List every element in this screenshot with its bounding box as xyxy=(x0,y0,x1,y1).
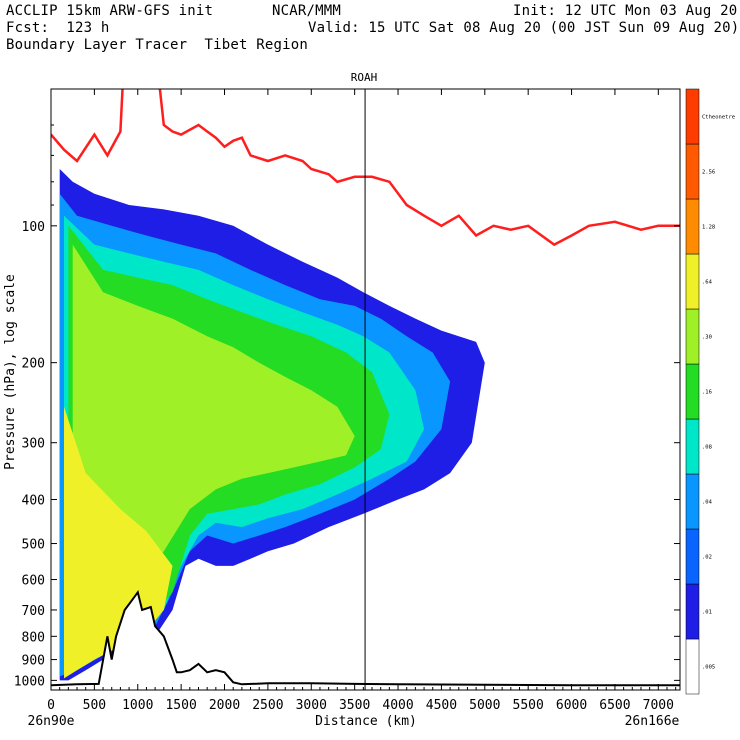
terrain-fill xyxy=(51,592,680,690)
header-line2-right: Valid: 15 UTC Sat 08 Aug 20 (00 JST Sun … xyxy=(308,20,740,36)
y-tick-label: 800 xyxy=(22,630,45,645)
y-axis: 100 200 300 400 500 600 700 800 900 1000 xyxy=(14,124,680,689)
terrain-layer xyxy=(51,589,680,690)
legend-swatch xyxy=(685,473,700,530)
x-tick-label: 6000 xyxy=(556,698,587,713)
x-tick-label: 1000 xyxy=(122,698,153,713)
chart-title: ROAH xyxy=(351,71,378,84)
x-left-label: 26n90e xyxy=(28,714,75,729)
legend-label: .08 xyxy=(702,445,712,451)
y-tick-label: 100 xyxy=(22,220,45,235)
tropopause-layer xyxy=(51,89,680,247)
x-right-label: 26n166e xyxy=(625,714,680,729)
legend-label: .30 xyxy=(702,335,712,341)
y-tick-label: 200 xyxy=(22,357,45,372)
legend-label: 2.56 xyxy=(702,170,715,176)
y-axis-label: Pressure (hPa), log scale xyxy=(3,274,18,470)
x-tick-label: 4500 xyxy=(426,698,457,713)
x-tick-label: 5500 xyxy=(513,698,544,713)
legend-label: .04 xyxy=(702,500,713,506)
legend-label: .02 xyxy=(702,555,712,561)
y-tick-label: 300 xyxy=(22,437,45,452)
legend-label: Ctheonetre xyxy=(702,115,735,121)
x-tick-label: 3500 xyxy=(339,698,370,713)
x-tick-label: 5000 xyxy=(469,698,500,713)
legend-swatch xyxy=(685,583,700,640)
legend-swatch xyxy=(685,418,700,475)
x-tick-label: 1500 xyxy=(165,698,196,713)
x-tick-label: 500 xyxy=(83,698,106,713)
legend-label: .16 xyxy=(702,390,712,396)
x-axis: 0 500 1000 1500 2000 2500 3000 3500 4000 4500 5000… xyxy=(47,89,677,713)
header-line3-left: Boundary Layer Tracer Tibet Region xyxy=(6,37,309,53)
y-tick-label: 900 xyxy=(22,654,45,669)
x-tick-label: 2000 xyxy=(209,698,240,713)
x-tick-label: 6500 xyxy=(599,698,630,713)
x-tick-label: 0 xyxy=(47,698,55,713)
legend-swatch xyxy=(685,528,700,585)
header-line2-left: Fcst: 123 h xyxy=(6,20,110,36)
header-line1-mid: NCAR/MMM xyxy=(272,3,342,19)
x-tick-label: 2500 xyxy=(252,698,283,713)
legend-label: .005 xyxy=(702,665,715,671)
color-legend: .005 .01 .02 .04 .08 .16 .30 .64 1.28 2.56 Ctheone… xyxy=(685,88,735,695)
legend-swatch xyxy=(685,198,700,255)
x-tick-label: 7000 xyxy=(643,698,674,713)
legend-swatch xyxy=(685,143,700,200)
y-tick-label: 700 xyxy=(22,604,45,619)
x-tick-label: 4000 xyxy=(382,698,413,713)
y-tick-label: 500 xyxy=(22,538,45,553)
legend-swatch xyxy=(685,88,700,145)
legend-swatch xyxy=(685,253,700,310)
header-line1-right: Init: 12 UTC Mon 03 Aug 20 xyxy=(513,3,738,19)
legend-label: .01 xyxy=(702,610,712,616)
tropopause-line xyxy=(51,89,680,247)
header-line1-left: ACCLIP 15km ARW-GFS init xyxy=(6,3,214,19)
y-tick-label: 600 xyxy=(22,574,45,589)
x-axis-label: Distance (km) xyxy=(315,714,417,729)
legend-swatch xyxy=(685,308,700,365)
x-tick-label: 3000 xyxy=(296,698,327,713)
legend-swatch xyxy=(685,638,700,695)
tracer-fills xyxy=(59,169,485,681)
y-tick-label: 1000 xyxy=(14,674,45,689)
legend-label: 1.28 xyxy=(702,225,715,231)
y-tick-label: 400 xyxy=(22,493,45,508)
legend-label: .64 xyxy=(702,280,713,286)
legend-swatch xyxy=(685,363,700,420)
terrain-line xyxy=(51,589,680,687)
